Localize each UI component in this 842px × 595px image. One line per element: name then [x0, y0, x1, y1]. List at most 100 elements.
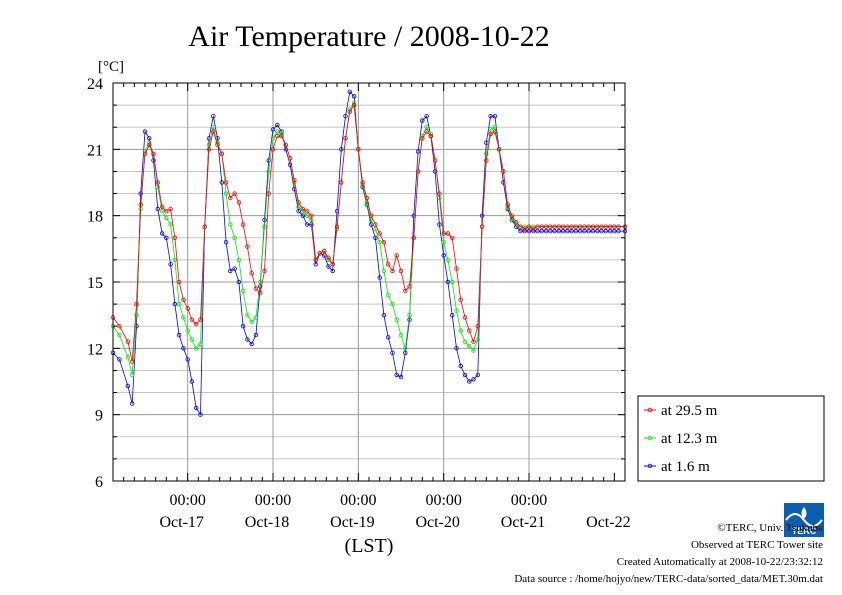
credit-copyright: ©TERC, Univ. Tsukuba [717, 522, 823, 534]
y-tick-label: 24 [87, 76, 103, 93]
x-tick-time-label: 00:00 [425, 492, 461, 509]
data-point [351, 102, 357, 108]
x-tick-time-label: 00:00 [340, 492, 376, 509]
y-axis: 6 9 12 15 18 21 24 [87, 76, 625, 491]
data-point [522, 226, 527, 232]
data-point [531, 226, 536, 232]
series-at-1-6-m [110, 89, 628, 417]
data-point [386, 262, 391, 267]
data-point [445, 231, 451, 236]
y-tick-label: 12 [87, 341, 103, 358]
data-point [129, 401, 135, 406]
data-point [484, 151, 489, 156]
data-point [236, 200, 242, 205]
data-point [168, 222, 173, 227]
credit-observed: Observed at TERC Tower site [691, 539, 823, 551]
data-point [381, 239, 387, 245]
data-point [475, 372, 480, 378]
data-point [467, 343, 472, 349]
legend-marker [647, 463, 653, 469]
data-point [450, 279, 455, 285]
data-point [386, 335, 391, 340]
data-point [454, 308, 459, 313]
data-point [292, 178, 297, 183]
data-point [339, 147, 344, 152]
data-point [240, 288, 246, 293]
data-point [347, 109, 352, 114]
data-point [492, 113, 498, 119]
data-point [450, 235, 455, 240]
data-point [164, 235, 169, 240]
data-point [441, 253, 446, 258]
data-point [552, 228, 557, 234]
data-point [479, 213, 485, 218]
data-point [181, 315, 186, 320]
data-point [599, 224, 604, 229]
data-point [586, 224, 591, 229]
legend-label: at 12.3 m [661, 431, 718, 447]
data-point [253, 315, 259, 320]
series-line [112, 101, 625, 375]
data-point [603, 228, 608, 234]
data-point [398, 268, 404, 274]
data-point [232, 191, 237, 196]
data-point [266, 191, 271, 196]
chart-title: Air Temperature / 2008-10-22 [188, 20, 549, 53]
data-point [432, 158, 438, 163]
data-point [612, 224, 617, 229]
data-point [198, 341, 203, 347]
data-point [185, 306, 190, 311]
data-point [275, 129, 280, 134]
series-at-12-3-m [110, 100, 628, 378]
legend-label: at 29.5 m [661, 403, 718, 419]
data-point [560, 228, 566, 234]
data-point [211, 124, 216, 130]
data-point [219, 180, 224, 185]
data-point [377, 275, 382, 280]
data-point [134, 313, 139, 318]
data-point [607, 224, 613, 229]
data-point [603, 224, 608, 229]
data-point [415, 149, 421, 154]
data-point [223, 239, 229, 245]
data-point [471, 339, 476, 344]
data-point [462, 315, 468, 320]
data-point [223, 180, 229, 185]
data-point [514, 220, 519, 225]
data-point [151, 158, 156, 163]
data-point [240, 222, 246, 227]
data-point [518, 224, 523, 229]
data-point [556, 228, 562, 234]
data-point [364, 195, 370, 201]
data-point [249, 319, 254, 324]
data-point [394, 372, 399, 378]
data-point [159, 231, 165, 236]
data-point [509, 213, 515, 218]
data-point [424, 113, 429, 119]
data-point [548, 228, 553, 234]
data-point [403, 346, 408, 351]
data-point [595, 224, 600, 229]
data-point [313, 257, 318, 263]
data-point [488, 131, 493, 137]
data-point [185, 357, 190, 362]
data-point [253, 332, 259, 338]
data-point [296, 204, 301, 209]
legend-label: at 1.6 m [661, 459, 710, 475]
data-point [253, 286, 259, 291]
data-point [578, 228, 583, 234]
data-point [505, 202, 510, 207]
data-point [193, 346, 199, 351]
data-point [334, 224, 340, 229]
data-point [347, 89, 352, 94]
data-point [245, 313, 250, 318]
legend-marker [647, 407, 653, 413]
data-point [535, 224, 540, 229]
data-point [198, 317, 203, 322]
y-tick-label: 9 [95, 408, 103, 425]
data-point [501, 169, 506, 174]
data-point [556, 224, 562, 229]
x-tick-date-label: Oct-21 [501, 514, 545, 531]
data-point [330, 262, 335, 267]
data-point [373, 222, 378, 227]
